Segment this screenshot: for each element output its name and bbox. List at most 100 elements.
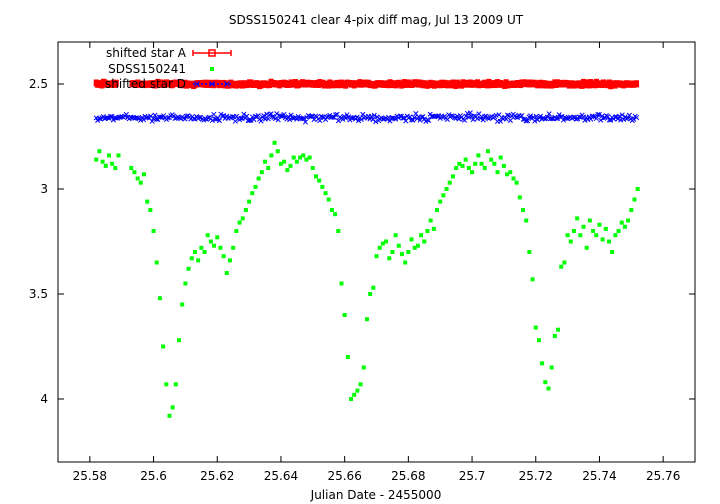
sdss150241-point — [161, 344, 166, 349]
sdss150241-point — [444, 187, 449, 191]
sdss150241-point — [304, 157, 309, 162]
sdss150241-point — [565, 233, 570, 238]
sdss150241-point — [584, 245, 589, 250]
sdss150241-point — [607, 239, 612, 244]
sdss150241-point — [466, 166, 471, 170]
sdss150241-point — [399, 252, 404, 257]
sdss150241-point — [345, 355, 350, 359]
star-d-point — [281, 111, 287, 117]
star-d-point — [161, 113, 167, 119]
star-d-point — [205, 115, 211, 121]
x-tick-label: 25.7 — [459, 469, 486, 483]
legend-marker-star-d — [194, 81, 200, 87]
star-d-point — [252, 113, 258, 120]
star-d-point — [537, 113, 544, 119]
star-d-point — [294, 116, 300, 122]
star-d-point — [191, 116, 197, 122]
star-d-point — [255, 113, 261, 119]
x-tick-label: 25.68 — [391, 469, 425, 483]
sdss150241-point — [189, 256, 194, 261]
sdss150241-point — [587, 218, 592, 223]
sdss150241-point — [100, 159, 105, 164]
sdss150241-point — [473, 161, 478, 166]
sdss150241-point — [199, 245, 204, 250]
star-d-point — [172, 115, 178, 122]
sdss150241-point — [562, 260, 567, 265]
sdss150241-point — [629, 208, 634, 212]
star-d-point — [133, 115, 139, 121]
sdss150241-point — [505, 172, 510, 177]
sdss150241-point — [536, 338, 541, 343]
sdss150241-point — [387, 256, 392, 261]
star-d-point — [216, 118, 223, 124]
star-d-point — [297, 115, 303, 121]
sdss150241-point — [259, 170, 264, 175]
sdss150241-point — [355, 388, 360, 393]
sdss150241-point — [435, 208, 440, 212]
star-d-point — [374, 114, 380, 120]
star-d-point — [556, 112, 562, 118]
star-d-point — [330, 114, 336, 120]
star-d-point — [275, 117, 281, 123]
star-d-point — [158, 114, 164, 120]
star-d-point — [520, 116, 526, 122]
sdss150241-point — [438, 199, 443, 204]
sdss150241-point — [364, 317, 369, 322]
legend-label: shifted star A — [106, 46, 187, 60]
star-d-point — [150, 115, 157, 122]
star-d-point — [317, 118, 323, 124]
star-d-point — [519, 113, 525, 119]
star-d-point — [238, 115, 244, 121]
sdss150241-point — [231, 245, 236, 250]
sdss150241-point — [632, 197, 637, 202]
sdss150241-point — [307, 155, 312, 160]
star-d-point — [616, 113, 622, 119]
sdss150241-point — [485, 149, 490, 154]
star-d-point — [582, 117, 588, 123]
star-d-point — [247, 117, 253, 123]
star-d-point — [302, 119, 309, 125]
sdss150241-point — [374, 254, 379, 259]
star-d-point — [560, 117, 567, 123]
sdss150241-point — [380, 241, 385, 246]
sdss150241-point — [635, 187, 640, 191]
sdss150241-point — [148, 208, 153, 212]
sdss150241-point — [498, 155, 503, 160]
star-d-point — [215, 115, 221, 121]
star-d-point — [542, 116, 548, 122]
sdss150241-point — [568, 239, 573, 244]
sdss150241-point — [326, 197, 331, 202]
sdss150241-point — [575, 216, 580, 221]
sdss150241-point — [106, 153, 111, 158]
star-d-point — [451, 115, 458, 121]
star-d-point — [419, 114, 425, 120]
x-tick-label: 25.72 — [519, 469, 553, 483]
star-d-point — [463, 113, 469, 119]
sdss150241-point — [247, 199, 252, 204]
sdss150241-point — [173, 382, 178, 387]
star-d-point — [287, 117, 293, 123]
sdss150241-point — [317, 178, 322, 183]
star-d-point — [591, 113, 597, 120]
star-d-point — [535, 117, 541, 123]
star-d-point — [368, 113, 374, 119]
sdss150241-point — [447, 180, 452, 185]
sdss150241-point — [253, 184, 258, 189]
star-d-point — [420, 114, 426, 120]
sdss150241-point — [361, 365, 366, 370]
star-d-point — [212, 116, 218, 122]
x-tick-label: 25.6 — [140, 469, 167, 483]
sdss150241-point — [431, 226, 436, 231]
star-d-point — [229, 114, 235, 120]
sdss150241-point — [517, 195, 522, 200]
sdss150241-point — [581, 224, 586, 229]
chart-title: SDSS150241 clear 4-pix diff mag, Jul 13 … — [229, 13, 524, 27]
star-d-point — [549, 116, 555, 122]
star-d-point — [426, 117, 432, 123]
star-d-point — [153, 116, 159, 122]
sdss150241-point — [301, 153, 306, 158]
sdss150241-point — [234, 229, 239, 233]
star-d-point — [456, 116, 462, 122]
sdss150241-point — [103, 163, 108, 168]
star-d-point — [241, 111, 247, 117]
